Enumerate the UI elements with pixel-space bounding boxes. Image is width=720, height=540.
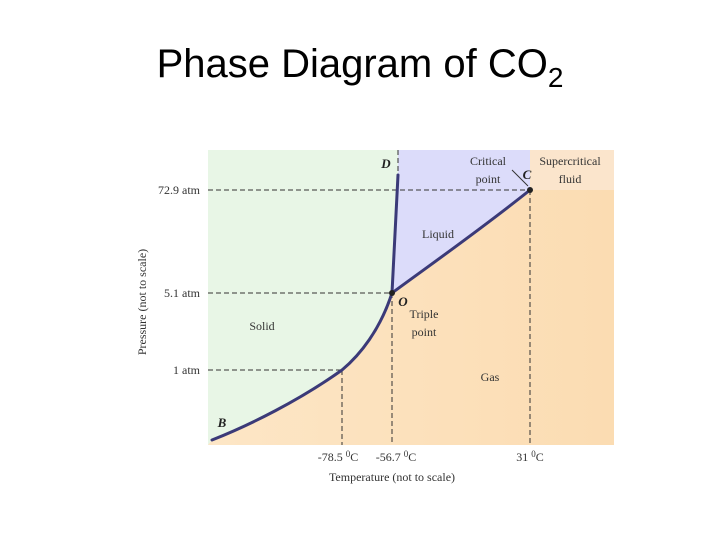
slide-title: Phase Diagram of CO2: [0, 42, 720, 94]
x-label-number: -78.5: [318, 450, 343, 464]
supercritical-label: Supercritical: [539, 154, 601, 168]
d-letter: D: [380, 156, 391, 171]
critical-letter: C: [523, 167, 532, 182]
x-label-sup: 0: [346, 449, 351, 459]
solid-label: Solid: [249, 319, 274, 333]
y-label: 72.9 atm: [158, 183, 201, 197]
supercritical-region: [530, 150, 614, 190]
critical-label: Critical: [470, 154, 507, 168]
x-label-sup: 0: [404, 449, 409, 459]
triple-letter: O: [398, 294, 408, 309]
x-label-unit: C: [536, 450, 544, 464]
x-label-unit: C: [408, 450, 416, 464]
title-subscript: 2: [547, 62, 564, 93]
sublimation-curve: [210, 291, 394, 442]
x-axis-title: Temperature (not to scale): [329, 470, 455, 484]
gas-label: Gas: [481, 370, 500, 384]
triple-point-dot: [389, 290, 395, 296]
x-label: -78.5 0C: [318, 449, 359, 464]
vaporization-curve: [390, 188, 532, 295]
critical-point-dot: [527, 187, 533, 193]
x-label-number: -56.7: [376, 450, 401, 464]
guide-lines: [208, 150, 531, 445]
critical-pointer: [511, 169, 529, 187]
x-label-number: 31: [516, 450, 528, 464]
liquid-region: [392, 150, 530, 293]
x-label-unit: C: [350, 450, 358, 464]
liquid-label: Liquid: [422, 227, 454, 241]
triple-label: point: [412, 325, 437, 339]
y-label: 5.1 atm: [164, 286, 201, 300]
y-label: 1 atm: [173, 363, 201, 377]
triple-label: Triple: [410, 307, 439, 321]
critical-label: point: [476, 172, 501, 186]
title-text: Phase Diagram of CO: [156, 42, 548, 86]
solid-region: [208, 150, 398, 445]
x-label: -56.7 0C: [376, 449, 417, 464]
supercritical-label: fluid: [559, 172, 582, 186]
b-letter: B: [217, 415, 227, 430]
x-label-sup: 0: [531, 449, 536, 459]
melting-curve: [390, 173, 400, 295]
x-label: 31 0C: [516, 449, 544, 464]
y-axis-title: Pressure (not to scale): [135, 249, 149, 355]
